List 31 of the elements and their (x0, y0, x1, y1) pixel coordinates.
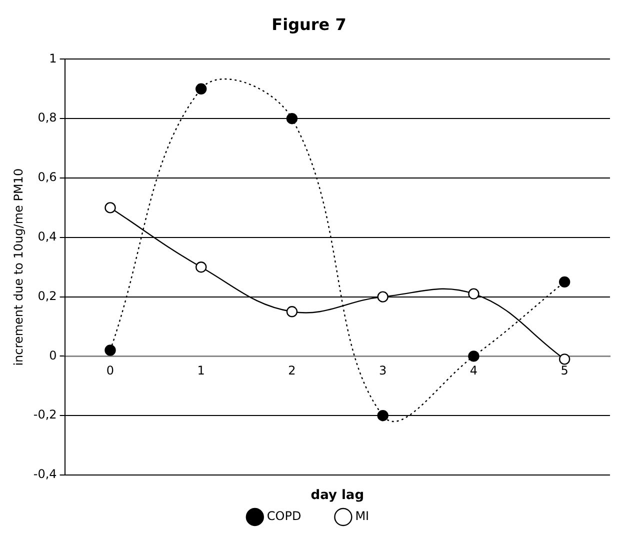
point (286, 306, 298, 318)
chart-title: Figure 7 (272, 14, 346, 34)
x-tick-label: 0 (106, 364, 114, 378)
x-tick-label: 1 (197, 364, 205, 378)
y-tick-label: 0 (49, 348, 57, 362)
y-tick-label: 1 (49, 51, 57, 66)
point (104, 344, 116, 356)
y-tick-label: -0,2 (33, 408, 57, 422)
y-tick-label: 0,4 (38, 230, 57, 244)
y-tick-label: 0,8 (38, 110, 57, 125)
point (377, 410, 388, 422)
point (196, 262, 207, 273)
y-tick-label: 0,6 (38, 170, 57, 184)
x-tick-label: 5 (560, 364, 568, 378)
point (468, 288, 480, 300)
y-tick-label: -0,4 (33, 467, 57, 482)
point (468, 350, 480, 362)
point (104, 202, 116, 214)
x-axis-title: day lag (310, 488, 364, 503)
point (377, 291, 388, 302)
y-axis-title: increment due to 10ug/me PM10 (11, 168, 26, 366)
point (558, 276, 570, 288)
point (558, 354, 570, 365)
point (196, 83, 207, 94)
x-tick-label: 4 (470, 364, 478, 378)
x-tick-label: 3 (379, 364, 387, 378)
legend-label: COPD (266, 509, 302, 524)
x-tick-label: 2 (288, 364, 296, 378)
y-tick-label: 0,2 (38, 288, 57, 303)
point (286, 113, 298, 124)
legend-label: MI (355, 509, 370, 524)
